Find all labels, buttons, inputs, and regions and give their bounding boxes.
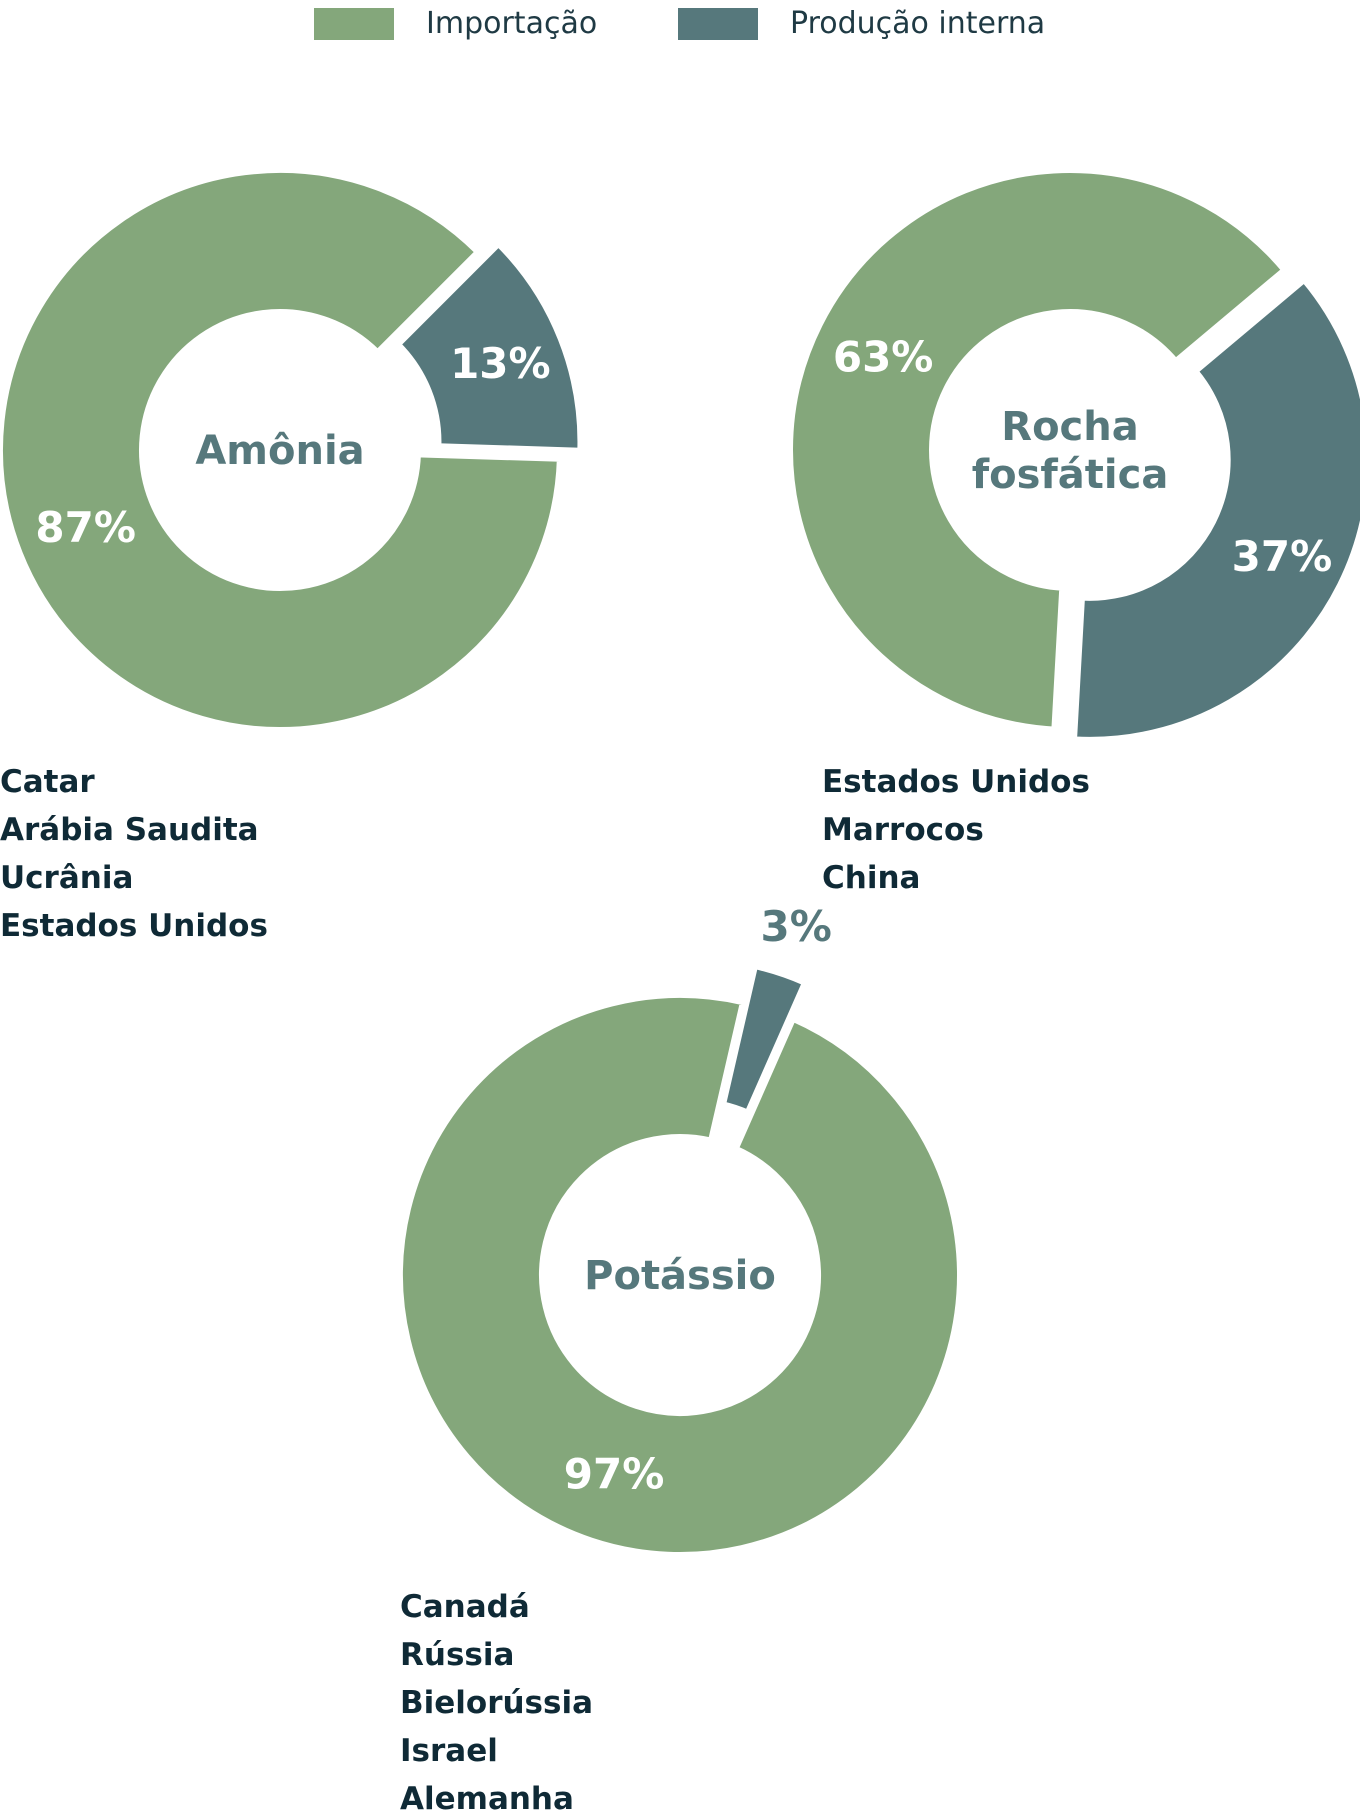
donut-chart-potassio: 97% 3% Potássio Canadá Rússia Bielorússia Isra… [397, 902, 963, 1817]
slice-producao-interna [1070, 275, 1360, 743]
slice-importacao [397, 992, 963, 1559]
charts-layer: 87% 13% Amônia Catar Arábia Saudita Ucrânia Es… [0, 167, 1360, 1817]
donut-chart-amonia: 87% 13% Amônia Catar Arábia Saudita Ucrânia Es… [0, 167, 584, 944]
center-label: Amônia [195, 428, 364, 474]
country-list-item: China [822, 860, 920, 896]
country-list: Estados Unidos Marrocos China [822, 764, 1090, 896]
country-list: Canadá Rússia Bielorússia Israel Alemanha [400, 1589, 593, 1817]
country-list-item: Israel [400, 1733, 498, 1769]
country-list-item: Marrocos [822, 812, 984, 848]
legend-swatch-producao-interna [678, 8, 758, 40]
legend-item-producao-interna: Produção interna [678, 6, 1045, 41]
country-list: Catar Arábia Saudita Ucrânia Estados Unidos [0, 764, 268, 944]
data-label-producao-interna: 13% [450, 339, 551, 388]
data-label-importacao: 87% [35, 503, 136, 552]
country-list-item: Rússia [400, 1637, 514, 1673]
slice-importacao [0, 167, 563, 733]
center-label: fosfática [972, 452, 1169, 498]
legend-label-producao-interna: Produção interna [790, 6, 1045, 41]
legend-swatch-importacao [314, 8, 394, 40]
center-label: Potássio [584, 1253, 776, 1299]
data-label-importacao: 63% [833, 332, 934, 381]
country-list-item: Catar [0, 764, 95, 800]
country-list-item: Arábia Saudita [0, 812, 259, 848]
slice-producao-interna [393, 239, 584, 454]
country-list-item: Canadá [400, 1589, 530, 1625]
country-list-item: Estados Unidos [0, 908, 268, 944]
slice-producao-interna [719, 962, 809, 1117]
country-list-item: Ucrânia [0, 860, 133, 896]
legend-label-importacao: Importação [426, 6, 597, 41]
legend-item-importacao: Importação [314, 6, 597, 41]
data-label-producao-interna: 3% [761, 902, 832, 951]
center-label: Rocha [1001, 404, 1138, 450]
data-label-producao-interna: 37% [1232, 532, 1333, 581]
country-list-item: Alemanha [400, 1781, 574, 1817]
country-list-item: Estados Unidos [822, 764, 1090, 800]
legend: Importação Produção interna [314, 6, 1045, 41]
slice-importacao [787, 167, 1289, 733]
data-label-importacao: 97% [564, 1449, 665, 1498]
country-list-item: Bielorússia [400, 1685, 593, 1721]
